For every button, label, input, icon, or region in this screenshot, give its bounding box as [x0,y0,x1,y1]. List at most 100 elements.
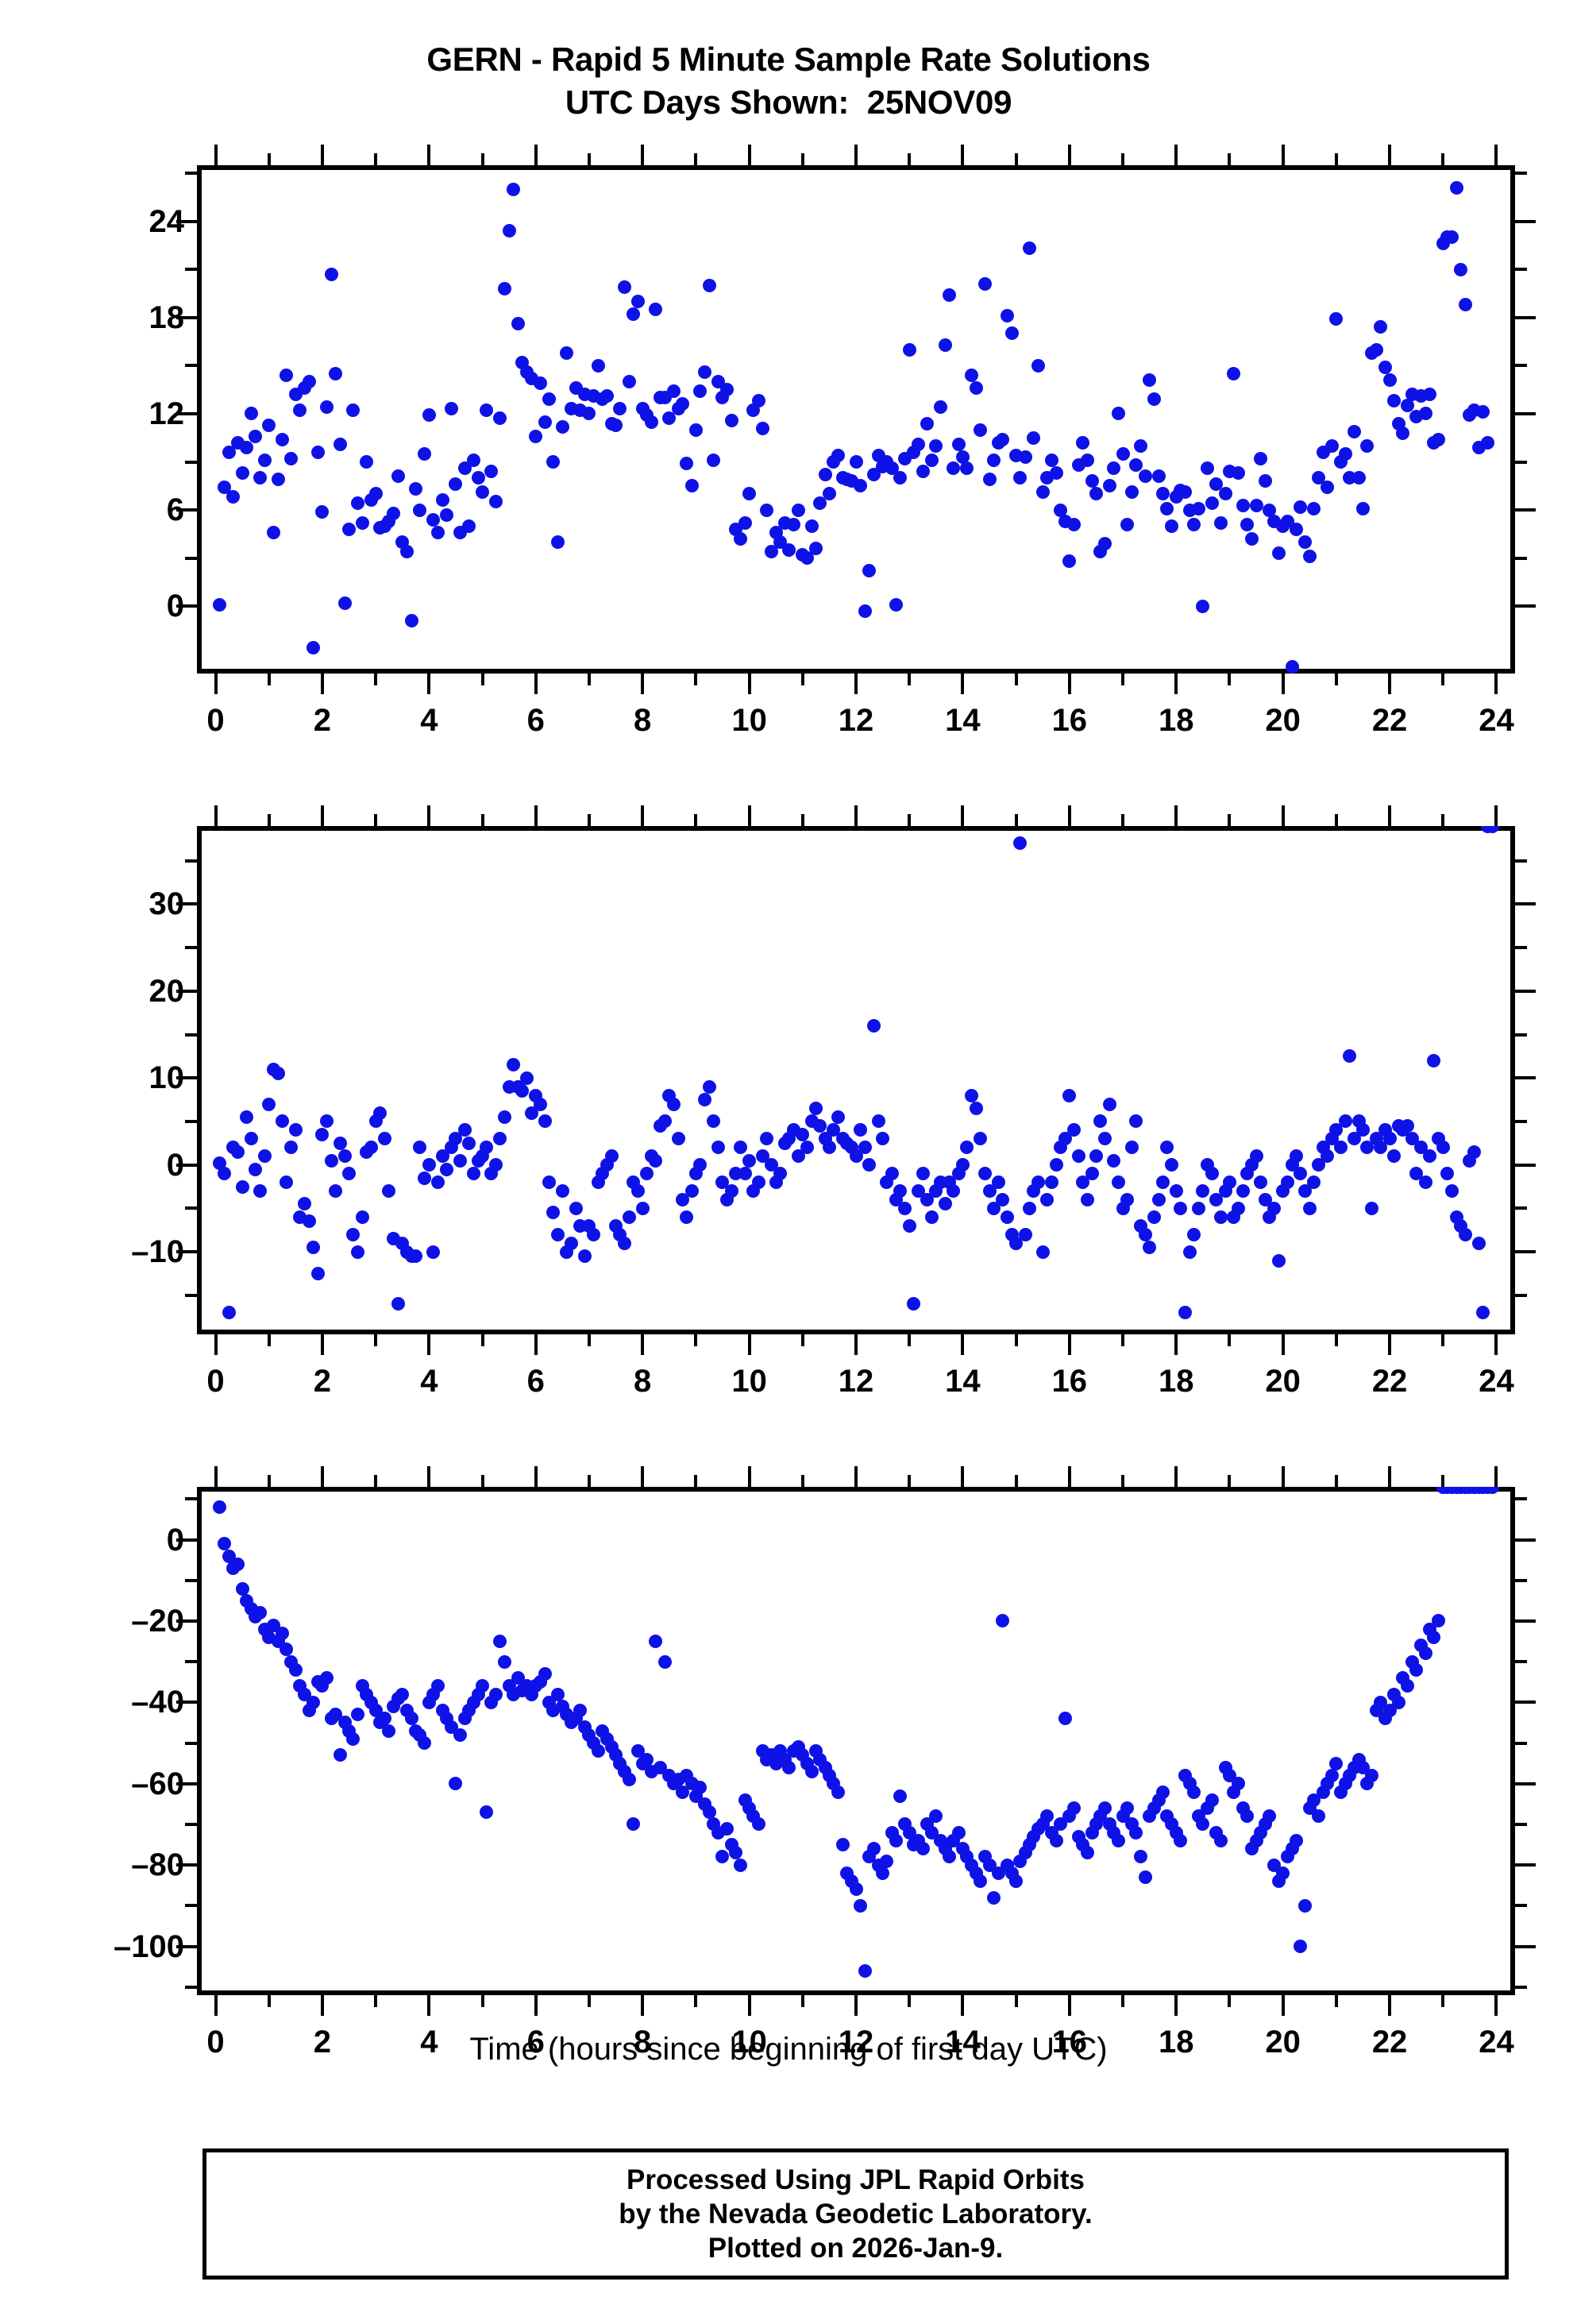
data-point [1058,1132,1072,1146]
data-point [280,1176,294,1190]
x-tick-label-north: 14 [945,1364,981,1399]
data-point [978,1167,993,1181]
data-point [676,1192,690,1206]
data-point [1066,1801,1081,1815]
y-tick-right-up [1515,1538,1536,1542]
data-point [640,1752,654,1766]
x-tick-label-up: 16 [1051,2025,1088,2060]
data-point [871,1114,885,1129]
x-tick-up [1494,1995,1498,2016]
data-point [493,1132,507,1146]
x-tick-top-up [374,1475,378,1487]
x-tick-east [854,674,858,694]
x-tick-top-north [800,814,804,826]
data-point [1155,1176,1170,1190]
data-point [480,1141,494,1155]
data-point [622,1210,636,1224]
x-tick-top-east [374,153,378,165]
y-tick-label-north: 0 [166,1147,184,1183]
data-point [974,423,988,437]
data-point [765,545,779,559]
data-point [986,453,1001,467]
data-point [431,525,445,539]
data-point [435,1149,449,1164]
x-tick-east [1334,674,1338,685]
data-point [1124,1141,1139,1155]
data-point [1391,1695,1405,1709]
x-tick-up [641,1995,645,2016]
data-point [1151,469,1166,484]
data-point [1409,1662,1424,1677]
data-point [382,1724,396,1738]
data-point [849,455,863,469]
data-point [786,517,800,531]
y-tick-label-east: 0 [166,589,184,624]
y-tick-north [176,1250,197,1254]
data-point [440,1162,454,1176]
data-point [1186,1785,1201,1799]
x-tick-north [427,1334,431,1355]
x-tick-top-north [1441,814,1445,826]
xaxis-title: Time (hours since beginning of first day… [469,2032,1108,2067]
data-point [1035,1245,1050,1259]
data-point [893,1183,908,1198]
data-point [1035,485,1050,500]
data-point [698,1093,712,1107]
data-point [1147,1210,1161,1224]
data-point [257,1149,272,1164]
x-tick-top-north [641,805,645,826]
data-point [1009,1236,1024,1250]
data-point [1249,498,1263,512]
data-point [337,596,352,610]
data-point [1178,485,1193,500]
data-point [582,407,596,421]
data-point [831,448,846,462]
chart-title-block: GERN - Rapid 5 Minute Sample Rate Soluti… [0,38,1577,124]
y-tick-right-up [1515,1822,1527,1826]
data-point [1271,1253,1286,1268]
data-point [1271,546,1286,561]
data-point [1427,1630,1441,1644]
data-point [346,1227,361,1241]
data-point [1347,424,1361,438]
data-point [271,473,285,487]
data-point [351,1245,365,1259]
data-point [426,512,441,527]
data-point [1232,1777,1246,1791]
data-point [253,1606,267,1620]
x-tick-east [480,674,484,685]
y-tick-right-east [1515,460,1527,464]
data-point [1080,1846,1094,1860]
data-point [1253,1176,1267,1190]
data-point [951,1825,966,1840]
data-point [1324,1769,1339,1783]
y-tick-right-east [1515,508,1536,512]
data-point [319,1114,334,1129]
data-point [627,307,641,322]
x-tick-up [1441,1995,1445,2007]
x-tick-up [1121,1995,1125,2007]
data-point [1440,1167,1455,1181]
data-point [707,1114,721,1129]
x-tick-top-up [587,1475,591,1487]
data-point [1093,1114,1108,1129]
data-point [1000,1210,1014,1224]
data-point [889,597,903,612]
data-point [418,1736,432,1751]
data-point [1329,1123,1344,1137]
y-tick-north [176,902,197,906]
data-point [346,1731,361,1746]
data-point [1191,501,1205,515]
data-point [542,1176,557,1190]
data-point [222,1306,236,1320]
x-tick-north [800,1334,804,1346]
data-point [800,551,814,566]
data-point [1004,326,1019,341]
data-point [1329,312,1344,326]
data-point [276,1626,290,1640]
x-tick-top-east [694,153,698,165]
x-tick-up [1281,1995,1285,2016]
data-point [796,1127,810,1141]
data-point [271,1067,285,1081]
y-tick-label-east: 18 [148,299,185,335]
